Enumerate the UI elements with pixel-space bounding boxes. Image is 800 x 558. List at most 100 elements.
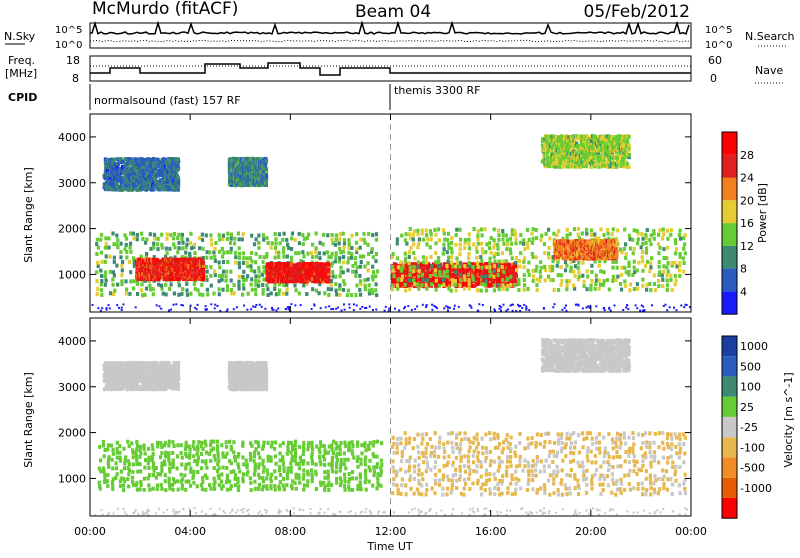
heatmap-cell: [434, 269, 437, 273]
heatmap-cell: [185, 288, 188, 292]
heatmap-cell: [459, 261, 462, 265]
heatmap-cell: [585, 228, 588, 232]
heatmap-cell: [590, 270, 593, 274]
heatmap-cell: [535, 255, 538, 259]
heatmap-cell: [572, 284, 575, 288]
heatmap-cell: [214, 241, 217, 245]
heatmap-cell: [218, 233, 221, 237]
heatmap-cell: [484, 274, 487, 278]
heatmap-cell: [374, 259, 377, 263]
heatmap-cell: [443, 238, 446, 242]
heatmap-cell: [282, 292, 285, 296]
heatmap-cell: [363, 265, 366, 269]
heatmap-cell: [493, 284, 496, 288]
heatmap-cell: [628, 234, 631, 238]
heatmap-cell: [342, 279, 345, 283]
heatmap-cell: [250, 277, 253, 281]
heatmap-cell: [481, 282, 484, 286]
heatmap-cell: [421, 229, 424, 233]
heatmap-cell: [95, 270, 98, 274]
heatmap-cell: [226, 288, 229, 292]
heatmap-cell: [262, 238, 265, 242]
heatmap-cell: [234, 255, 237, 259]
heatmap-cell: [270, 291, 273, 295]
heatmap-cell: [536, 288, 539, 292]
heatmap-cell: [586, 287, 589, 291]
heatmap-cell: [675, 278, 678, 282]
heatmap-cell: [371, 233, 374, 237]
heatmap-cell: [311, 243, 314, 247]
heatmap-cell: [374, 274, 377, 278]
heatmap-cell: [671, 261, 674, 265]
heatmap-cell: [283, 232, 286, 236]
heatmap-cell: [254, 279, 257, 283]
heatmap-cell: [514, 279, 517, 283]
heatmap-cell: [636, 282, 639, 286]
heatmap-cell: [396, 237, 399, 241]
heatmap-cell: [238, 256, 241, 260]
heatmap-cell: [667, 261, 670, 265]
heatmap-cell: [645, 247, 648, 251]
heatmap-cell: [400, 234, 403, 238]
heatmap-cell: [396, 283, 399, 287]
heatmap-cell: [531, 252, 534, 256]
heatmap-cell: [372, 255, 375, 259]
heatmap-cell: [124, 247, 127, 251]
heatmap-cell: [334, 243, 337, 247]
heatmap-cell: [497, 233, 500, 237]
heatmap-cell: [238, 275, 241, 279]
heatmap-cell: [658, 265, 661, 269]
nsky-trace: [90, 23, 689, 34]
heatmap-cell: [326, 250, 329, 254]
heatmap-cell: [334, 282, 337, 286]
heatmap-cell: [125, 292, 128, 296]
heatmap-cell: [623, 279, 626, 283]
heatmap-cell: [254, 288, 257, 292]
heatmap-cell: [523, 288, 526, 292]
heatmap-cell: [327, 262, 330, 266]
heatmap-cell: [242, 251, 245, 255]
heatmap-cell: [468, 246, 471, 250]
heatmap-cell: [354, 256, 357, 260]
heatmap-cell: [318, 291, 321, 295]
heatmap-cell: [285, 238, 288, 242]
heatmap-cell: [177, 157, 180, 161]
heatmap-cell: [445, 264, 448, 268]
heatmap-cell: [459, 273, 462, 277]
heatmap-cell: [616, 275, 619, 279]
heatmap-cell: [140, 232, 143, 236]
heatmap-cell: [375, 293, 378, 297]
heatmap-cell: [108, 255, 111, 259]
heatmap-cell: [669, 274, 672, 278]
heatmap-cell: [473, 227, 476, 231]
heatmap-cell: [265, 173, 268, 177]
heatmap-cell: [189, 241, 192, 245]
heatmap-cell: [212, 292, 215, 296]
heatmap-cell: [237, 232, 240, 236]
heatmap-cell: [438, 238, 441, 242]
heatmap-cell: [619, 282, 622, 286]
heatmap-cell: [397, 278, 400, 282]
heatmap-cell: [528, 273, 531, 277]
heatmap-cell: [399, 260, 402, 264]
heatmap-cell: [429, 229, 432, 233]
heatmap-cell: [418, 237, 421, 241]
heatmap-cell: [577, 266, 580, 270]
heatmap-cell: [532, 237, 535, 241]
heatmap-cell: [206, 270, 209, 274]
heatmap-cell: [188, 252, 191, 256]
heatmap-cell: [201, 238, 204, 242]
heatmap-cell: [205, 256, 208, 260]
heatmap-cell: [156, 247, 159, 251]
heatmap-cell: [168, 247, 171, 251]
heatmap-cell: [497, 238, 500, 242]
heatmap-cell: [659, 228, 662, 232]
heatmap-cell: [119, 250, 122, 254]
heatmap-cell: [160, 243, 163, 247]
heatmap-cell: [585, 232, 588, 236]
heatmap-cell: [153, 237, 156, 241]
heatmap-cell: [493, 227, 496, 231]
heatmap-cell: [636, 229, 639, 233]
heatmap-cell: [246, 256, 249, 260]
heatmap-cell: [279, 241, 282, 245]
